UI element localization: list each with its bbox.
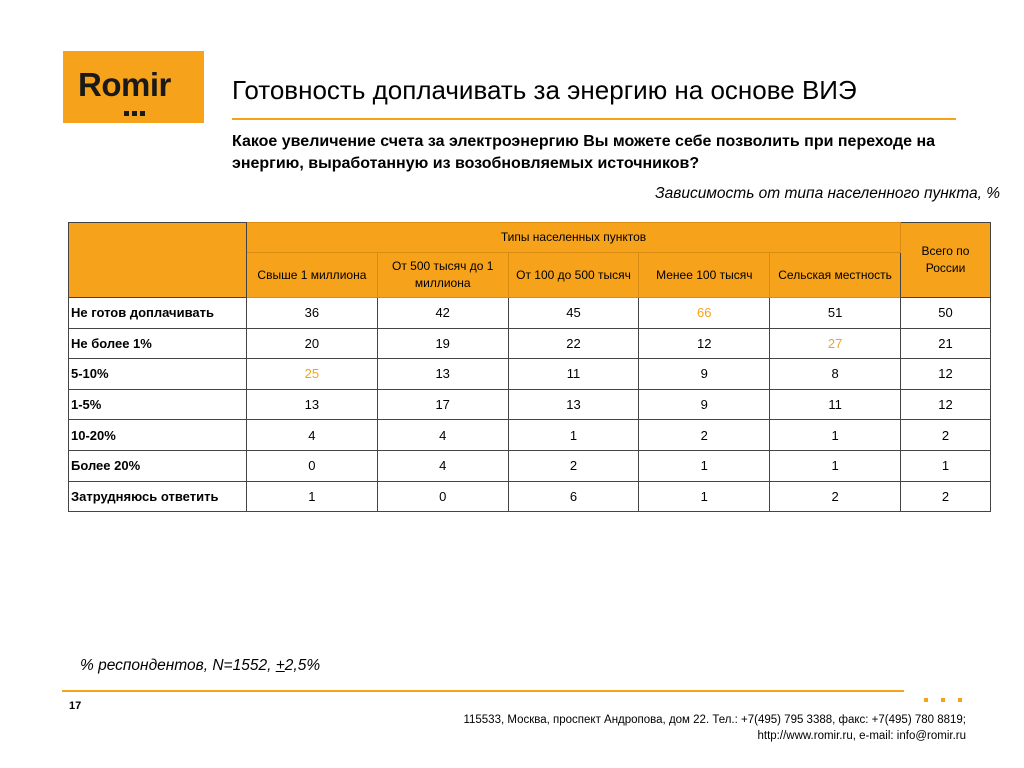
logo-text: Romir [78,66,171,103]
table-cell: 0 [246,449,378,482]
table-cell: 1 [246,480,378,513]
table-cell: 22 [507,327,640,360]
table-cell: 2 [638,419,771,451]
table-row: 1-5% 13 17 13 9 11 12 [68,388,991,421]
table-cell: 6 [507,480,640,513]
column-header: Сельская местность [769,252,901,298]
table-cell: 1 [638,480,771,513]
group-header: Типы населенных пунктов [246,222,901,253]
total-cell: 1 [900,449,991,482]
contact-address: 115533, Москва, проспект Андропова, дом … [463,712,966,744]
total-cell: 12 [900,388,991,421]
results-table: Типы населенных пунктов Всего по России … [68,222,991,513]
row-label: 10-20% [68,419,247,451]
table-subtitle: Зависимость от типа населенного пункта, … [655,185,1000,202]
table-cell: 9 [638,388,771,421]
footer-divider [62,690,904,692]
total-cell: 50 [900,297,991,329]
title-divider [232,118,956,120]
table-row: 10-20% 4 4 1 2 1 2 [68,419,991,451]
table-cell: 11 [769,388,901,421]
table-cell-highlight: 66 [638,297,771,329]
row-label: Не более 1% [68,327,247,360]
table-cell: 1 [769,419,901,451]
table-cell: 20 [246,327,378,360]
total-cell: 2 [900,419,991,451]
address-line: http://www.romir.ru, e-mail: info@romir.… [757,730,967,742]
table-row: 5-10% 25 13 11 9 8 12 [68,358,991,390]
sample-footnote: % респондентов, N=1552, +2,5% [80,656,320,676]
total-cell: 2 [900,480,991,513]
table-cell: 1 [507,419,640,451]
table-cell: 1 [769,449,901,482]
table-cell: 11 [507,358,640,390]
header-corner [68,222,247,298]
table-cell: 42 [376,297,509,329]
table-cell: 13 [246,388,378,421]
table-cell: 17 [376,388,509,421]
logo-dots [124,103,148,121]
table-row: Более 20% 0 4 2 1 1 1 [68,449,991,482]
total-cell: 12 [900,358,991,390]
table-row: Не более 1% 20 19 22 12 27 21 [68,327,991,360]
column-header: Менее 100 тысяч [638,252,771,298]
table-row: Затрудняюсь ответить 1 0 6 1 2 2 [68,480,991,513]
romir-logo: Romir [63,51,204,123]
table-cell: 36 [246,297,378,329]
row-label: Затрудняюсь ответить [68,480,247,513]
slide-title: Готовность доплачивать за энергию на осн… [232,75,857,105]
table-cell-highlight: 27 [769,327,901,360]
table-cell: 19 [376,327,509,360]
table-row: Не готов доплачивать 36 42 45 66 51 50 [68,297,991,329]
table-cell: 13 [376,358,509,390]
table-cell: 13 [507,388,640,421]
table-cell: 2 [507,449,640,482]
table-cell: 4 [376,419,509,451]
table-cell: 0 [376,480,509,513]
footnote-plusminus: + [275,657,285,674]
table-cell: 1 [638,449,771,482]
page-number: 17 [69,700,82,712]
footnote-suffix: 2,5% [284,657,321,674]
table-cell: 2 [769,480,901,513]
table-cell-highlight: 25 [246,358,378,390]
row-label: Более 20% [68,449,247,482]
total-header: Всего по России [900,222,991,298]
footnote-prefix: % респондентов, N=1552, [80,657,276,674]
row-label: Не готов доплачивать [68,297,247,329]
total-cell: 21 [900,327,991,360]
table-cell: 45 [507,297,640,329]
row-label: 1-5% [68,388,247,421]
table-cell: 9 [638,358,771,390]
table-cell: 51 [769,297,901,329]
survey-question: Какое увеличение счета за электроэнергию… [232,133,936,172]
table-cell: 8 [769,358,901,390]
address-line: 115533, Москва, проспект Андропова, дом … [463,714,966,726]
column-header: От 100 до 500 тысяч [507,252,640,298]
table-cell: 4 [246,419,378,451]
table-cell: 4 [376,449,509,482]
column-header: От 500 тысяч до 1 миллиона [376,252,509,298]
footer-dots [924,689,975,707]
table-cell: 12 [638,327,771,360]
column-header: Свыше 1 миллиона [246,252,378,298]
row-label: 5-10% [68,358,247,390]
